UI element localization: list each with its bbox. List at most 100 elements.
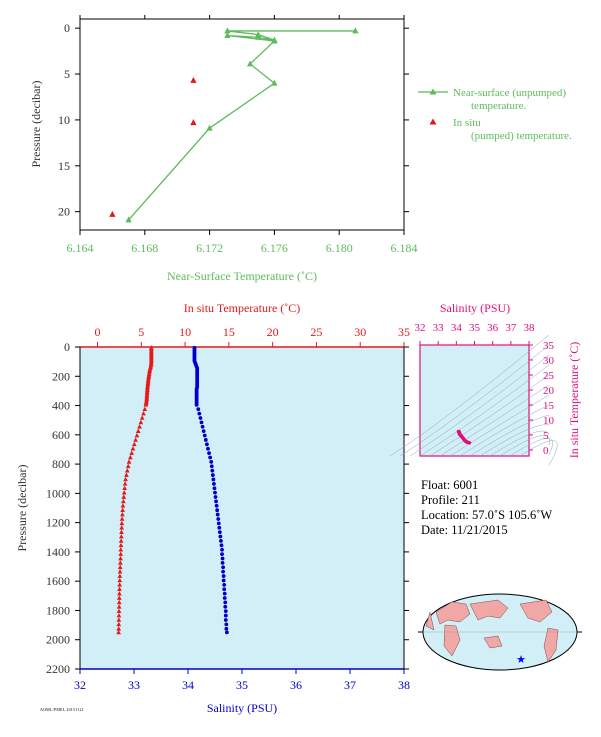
salinity-point (212, 481, 216, 486)
near-surface-y-tick-label: 5 (64, 67, 70, 81)
ts-density-contour (419, 364, 550, 457)
pressure-tick-label: 1400 (46, 545, 70, 559)
near-surface-y-tick-label: 20 (58, 205, 70, 219)
near-surface-plot-frame (79, 18, 405, 231)
near-surface-legend: Near-surface (unpumped) temperature. In s… (418, 87, 572, 142)
salinity-point (220, 556, 225, 561)
temperature-point (130, 446, 136, 451)
salinity-point (219, 539, 223, 543)
temperature-point (118, 533, 124, 539)
temperature-point (125, 463, 131, 469)
salinity-point (200, 424, 205, 429)
pressure-tick-label: 400 (52, 399, 70, 413)
float-location-marker: ★ (516, 654, 526, 666)
pressure-tick-label: 1800 (46, 603, 70, 617)
temperature-point (120, 503, 126, 508)
near-surface-y-tick-label: 15 (58, 159, 70, 173)
salinity-point (224, 622, 229, 627)
salinity-point (214, 499, 218, 504)
temperature-point (123, 476, 128, 482)
near-surface-x-tick-label: 6.176 (261, 241, 288, 255)
map-land-asia-west (435, 601, 471, 625)
temperature-point (118, 555, 123, 561)
temperature-tick-label: 20 (267, 325, 279, 339)
map-landmasses (425, 599, 559, 663)
world-map: ★ (418, 593, 582, 671)
near-surface-x-tick-label: 6.168 (131, 241, 158, 255)
near-surface-x-axis-label: Near-Surface Temperature (˚C) (167, 269, 317, 283)
ts-diagram: Salinity (PSU) 32 33 34 35 36 37 38 0 5 10 15 20 25… (389, 301, 581, 466)
ts-y-tick-label: 10 (543, 415, 555, 427)
temperature-tick-label: 15 (223, 325, 235, 339)
map-land-south-america (543, 627, 559, 663)
temperature-point (126, 459, 132, 464)
temperature-point (117, 573, 123, 578)
temperature-point (121, 490, 127, 495)
temperature-point (141, 410, 146, 416)
unpumped-temperature-point (224, 32, 231, 38)
unpumped-temperature-point (125, 216, 132, 223)
map-land-asia-east (469, 599, 509, 621)
salinity-point (221, 578, 226, 583)
legend-unpumped-marker (429, 88, 437, 95)
ts-x-tick-label: 38 (524, 322, 536, 334)
salinity-point (199, 420, 204, 425)
ts-title: Salinity (PSU) (440, 301, 510, 315)
pressure-axis-label: Pressure (decibar) (15, 465, 29, 552)
salinity-point (224, 630, 229, 635)
ts-density-contour (399, 344, 550, 457)
ts-x-tick-label: 32 (415, 322, 426, 334)
near-surface-x-tick-label: 6.164 (67, 241, 94, 255)
salinity-point (207, 451, 211, 456)
ts-y-tick-label: 20 (543, 385, 555, 397)
temperature-point (134, 432, 140, 438)
pressure-tick-label: 2000 (46, 633, 70, 647)
temperature-point (129, 450, 135, 455)
salinity-point (213, 495, 218, 499)
salinity-point (194, 402, 199, 407)
temperature-point (117, 591, 122, 596)
ts-density-contour (449, 394, 550, 457)
salinity-point (217, 530, 222, 535)
temperature-tick-label: 0 (95, 325, 101, 339)
temperature-point (138, 419, 144, 425)
salinity-point (201, 429, 206, 434)
temperature-point (121, 494, 127, 499)
temperature-point (139, 415, 145, 420)
salinity-point (220, 547, 224, 552)
salinity-point (203, 438, 208, 442)
map-land-australia (483, 635, 503, 649)
ts-density-contour (429, 374, 550, 457)
pressure-tick-label: 2200 (46, 662, 70, 676)
ts-y-axis-label: In situ Temperature (˚C) (567, 342, 581, 459)
ts-density-contour (479, 424, 550, 457)
float-location: Location: 57.0˚S 105.6˚W (421, 508, 553, 522)
ts-y-tick-label: 35 (543, 340, 555, 352)
unpumped-temperature-point (271, 79, 278, 86)
near-surface-y-tick-label: 0 (64, 21, 70, 35)
temperature-axis-ticks: 0 5 10 15 20 25 30 35 (95, 325, 410, 347)
ts-y-ticks: 0 5 10 15 20 25 30 35 (529, 340, 555, 457)
temperature-point (116, 621, 122, 627)
temperature-point (124, 468, 130, 473)
near-surface-marks (109, 27, 359, 223)
unpumped-temperature-point (206, 124, 213, 131)
salinity-tick-label: 32 (74, 678, 86, 692)
temperature-tick-label: 10 (179, 325, 191, 339)
near-surface-x-tick-label: 6.180 (326, 241, 353, 255)
ts-y-tick-label: 0 (543, 445, 549, 457)
pressure-tick-label: 1200 (46, 516, 70, 530)
temperature-point (116, 599, 122, 605)
pressure-axis-ticks: 0 200 400 600 800 1000 1200 1400 1600 1800 2000 220… (46, 340, 409, 676)
float-info: Float: 6001 Profile: 211 Location: 57.0˚… (421, 478, 552, 538)
ts-marks (456, 429, 472, 445)
pressure-tick-label: 0 (64, 340, 70, 354)
temperature-point (122, 485, 127, 491)
pumped-temperature-point (109, 210, 116, 217)
unpumped-temperature-point (271, 37, 278, 44)
profile-plot-background (80, 347, 404, 669)
salinity-tick-label: 37 (344, 678, 356, 692)
salinity-point (222, 587, 227, 592)
temperature-point (116, 612, 122, 618)
temperature-point (116, 629, 121, 635)
